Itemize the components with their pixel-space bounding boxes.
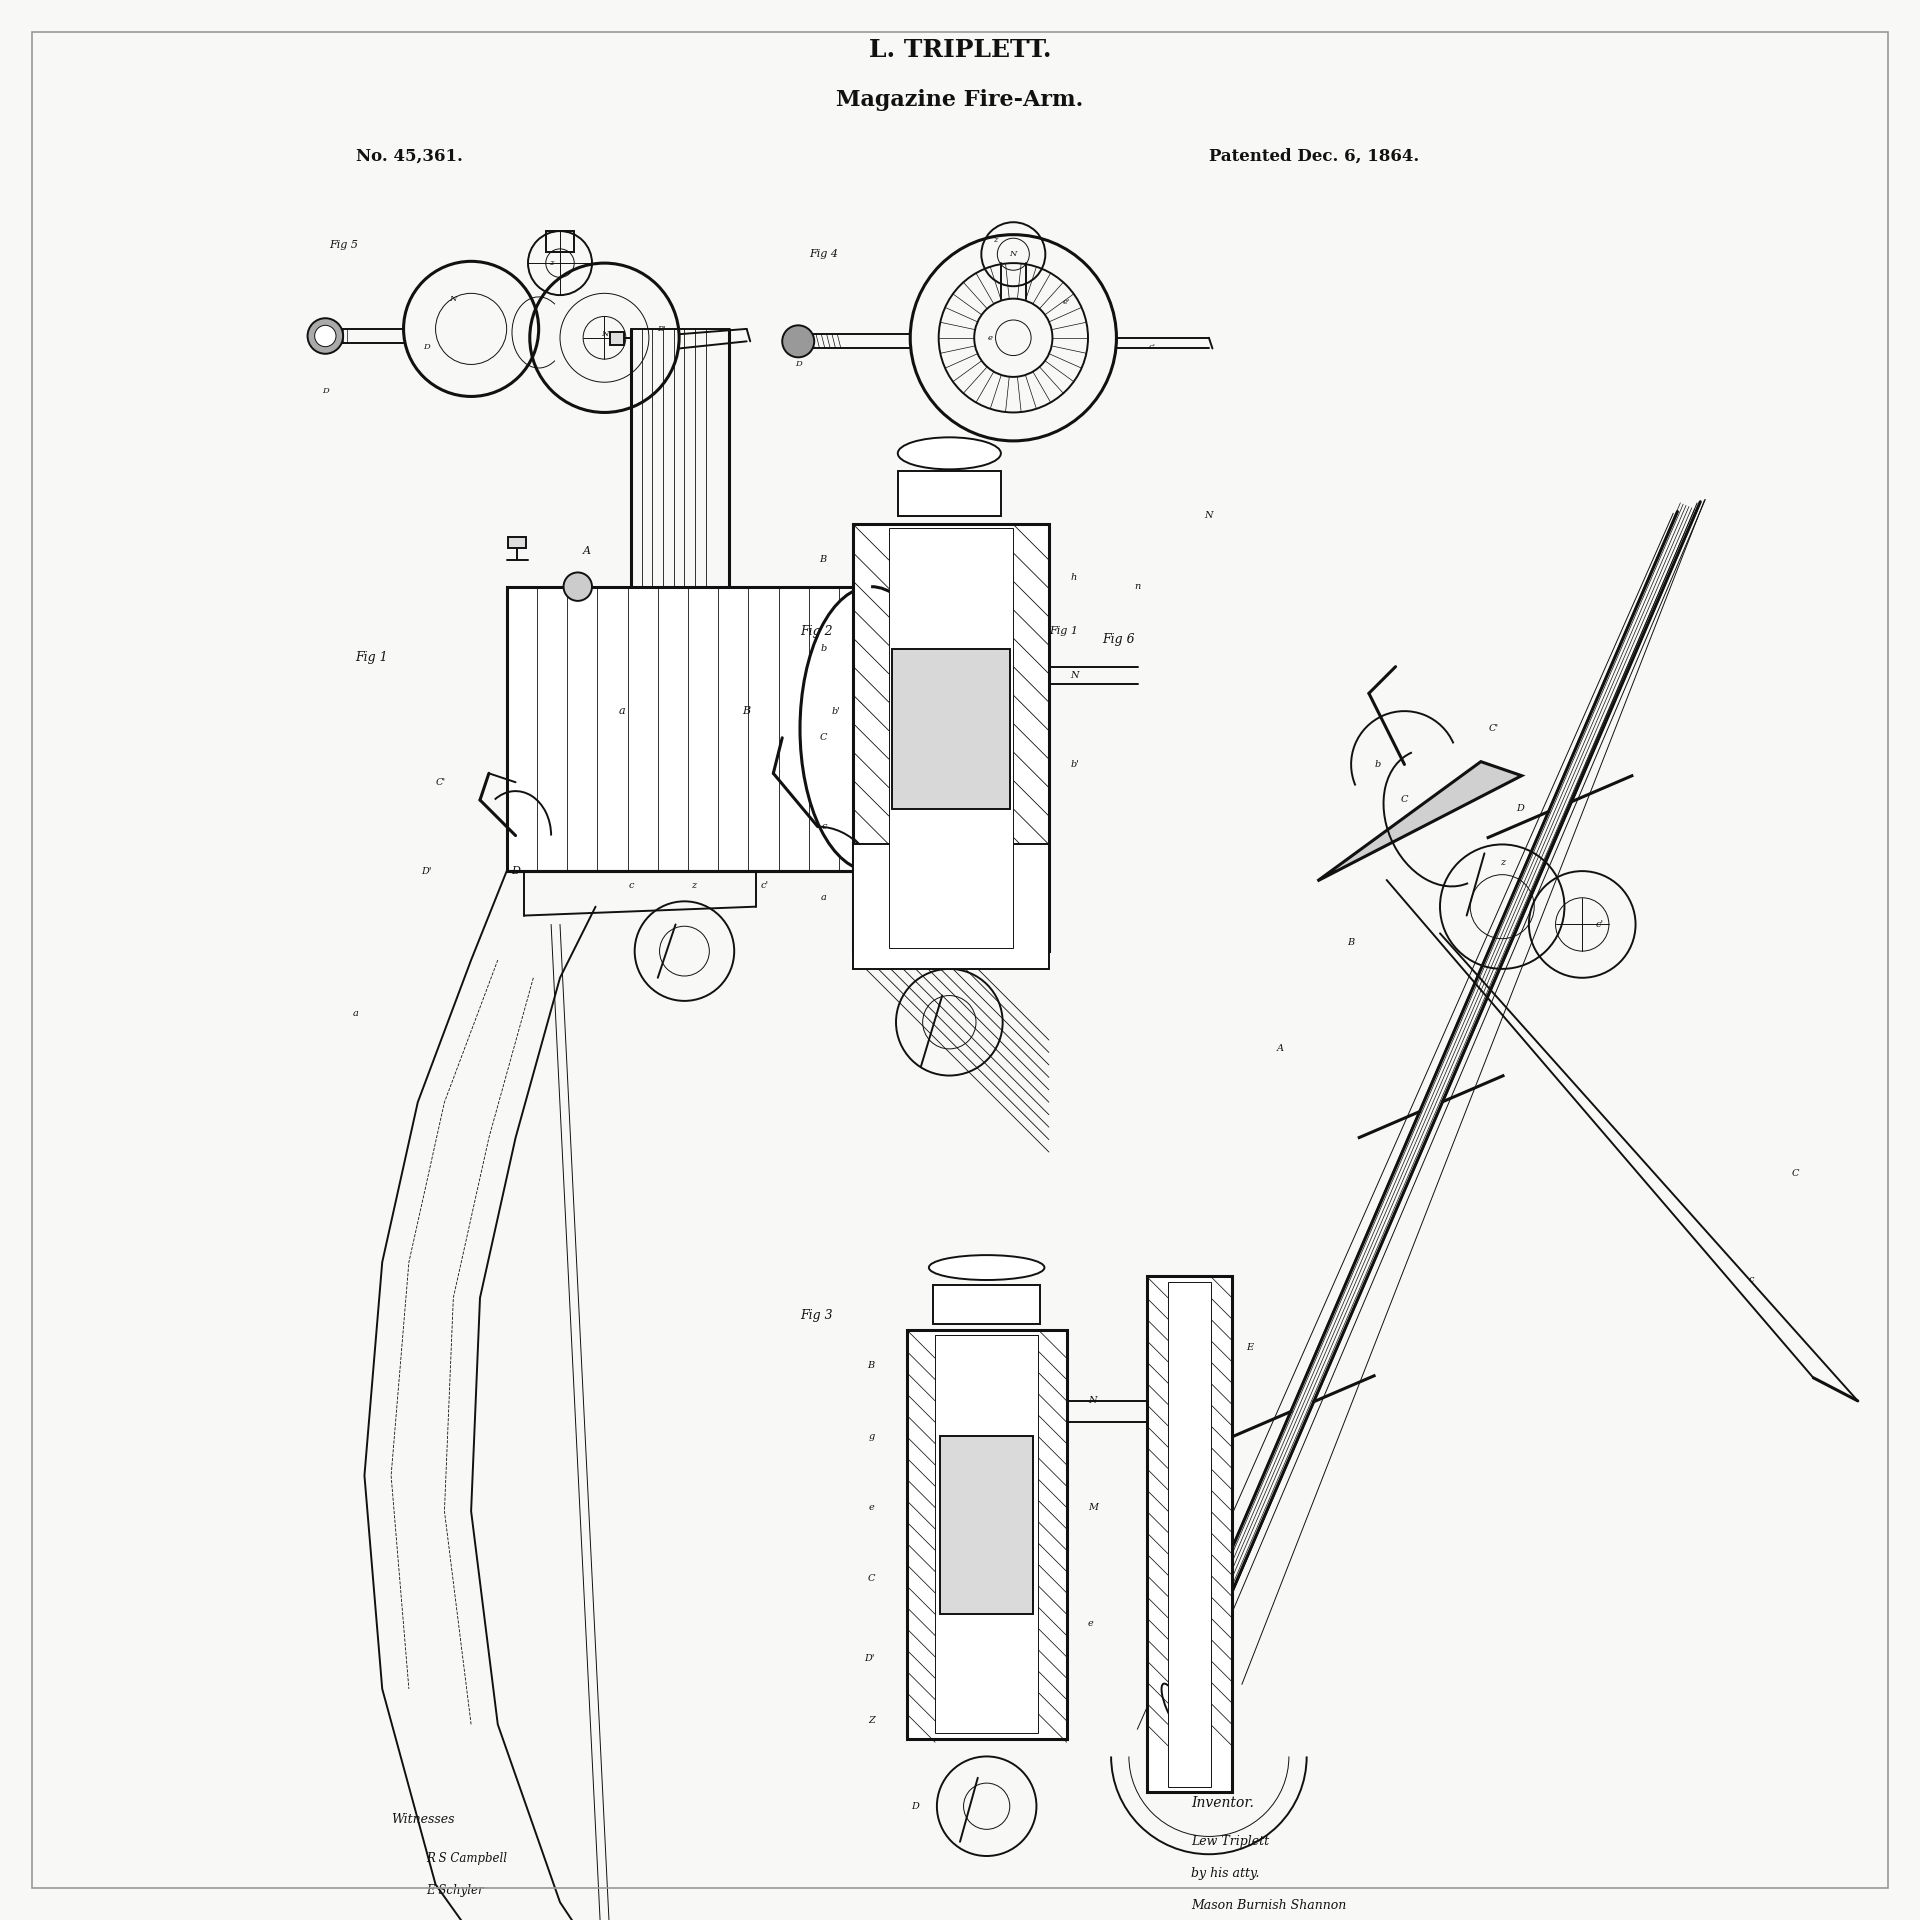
Circle shape [781,324,814,357]
Text: z: z [1500,858,1505,866]
Text: B: B [868,1361,876,1369]
Text: c': c' [1148,342,1156,351]
Text: z: z [993,236,998,244]
Text: c: c [822,822,828,831]
Text: B: B [1348,937,1356,947]
Text: a: a [353,1008,359,1018]
Text: n: n [1135,582,1140,591]
Text: b': b' [831,707,839,716]
Text: Fig 1: Fig 1 [355,651,388,664]
Text: b': b' [1069,760,1079,768]
Text: e: e [987,334,993,342]
Bar [852,524,1048,950]
Text: N: N [1089,1396,1096,1405]
Text: c: c [628,881,634,889]
Text: b: b [820,645,828,653]
Bar [509,538,526,547]
Text: z: z [691,881,695,889]
Circle shape [315,324,336,348]
Text: z: z [549,259,553,267]
Bar [1167,1283,1212,1788]
Text: D: D [422,342,430,351]
Text: by his atty.: by his atty. [1190,1866,1260,1880]
Text: Inventor.: Inventor. [1190,1795,1254,1809]
Text: D': D' [864,1655,876,1663]
Text: C: C [820,733,828,743]
Text: b: b [1375,760,1380,768]
Text: Fig 4: Fig 4 [808,250,837,259]
Text: D: D [912,1801,920,1811]
Bar [893,649,1010,808]
Text: Fig 6: Fig 6 [1102,634,1135,647]
Text: N: N [1069,672,1079,680]
Text: N: N [1204,511,1213,520]
Bar [906,1331,1068,1740]
Text: c': c' [760,881,768,889]
Bar [507,588,872,872]
Text: g: g [868,1432,876,1440]
Text: Fig 1: Fig 1 [1048,626,1077,636]
Text: Fig 3: Fig 3 [801,1309,833,1323]
Bar [933,1284,1041,1325]
Text: e': e' [1064,298,1069,305]
Text: Fig 2: Fig 2 [801,624,833,637]
Text: Magazine Fire-Arm.: Magazine Fire-Arm. [837,88,1083,111]
Circle shape [564,572,591,601]
Bar [899,470,1000,516]
Text: C: C [1402,795,1407,804]
Text: D: D [511,866,520,876]
Text: c: c [1749,1275,1753,1284]
Text: a: a [820,893,828,902]
Text: B: B [743,707,751,716]
Text: D: D [795,361,801,369]
Text: C': C' [436,778,445,787]
Text: N: N [1010,250,1018,257]
Text: Witnesses: Witnesses [392,1812,455,1826]
Text: Patented Dec. 6, 1864.: Patented Dec. 6, 1864. [1210,148,1419,165]
Bar [545,230,574,252]
Text: C: C [868,1574,876,1584]
Bar [1146,1277,1233,1791]
Text: N: N [601,330,609,338]
Text: E Schyler: E Schyler [426,1884,484,1897]
Text: Z: Z [868,1716,876,1726]
Bar [935,1334,1039,1734]
Text: C': C' [1488,724,1498,733]
Text: A: A [582,545,591,557]
Circle shape [307,319,344,353]
Polygon shape [1317,762,1523,881]
Text: Mason Burnish Shannon: Mason Burnish Shannon [1190,1899,1346,1912]
Bar [611,332,624,346]
Text: D': D' [420,866,432,876]
Text: B: B [820,555,828,564]
Text: C: C [1791,1169,1799,1177]
Text: Fig 5: Fig 5 [328,240,357,250]
Text: L. TRIPLETT.: L. TRIPLETT. [868,38,1052,61]
Text: M: M [1089,1503,1098,1513]
Ellipse shape [899,438,1000,468]
Text: c': c' [1596,920,1603,929]
Text: E: E [1246,1344,1254,1352]
Text: a: a [618,707,626,716]
Text: B': B' [657,324,666,332]
Bar [852,845,1048,970]
Text: N: N [449,294,457,303]
Text: D: D [1517,804,1524,814]
Text: Lew Triplett: Lew Triplett [1190,1836,1269,1847]
Bar [941,1436,1033,1615]
Text: e: e [1089,1619,1094,1628]
Ellipse shape [801,588,943,872]
Text: e: e [870,1503,876,1513]
Text: D: D [323,388,328,396]
Bar [889,528,1014,948]
Text: No. 45,361.: No. 45,361. [355,148,463,165]
Text: R S Campbell: R S Campbell [426,1853,507,1866]
Ellipse shape [929,1256,1044,1281]
Text: h: h [1069,574,1077,582]
Text: A: A [1277,1044,1283,1054]
